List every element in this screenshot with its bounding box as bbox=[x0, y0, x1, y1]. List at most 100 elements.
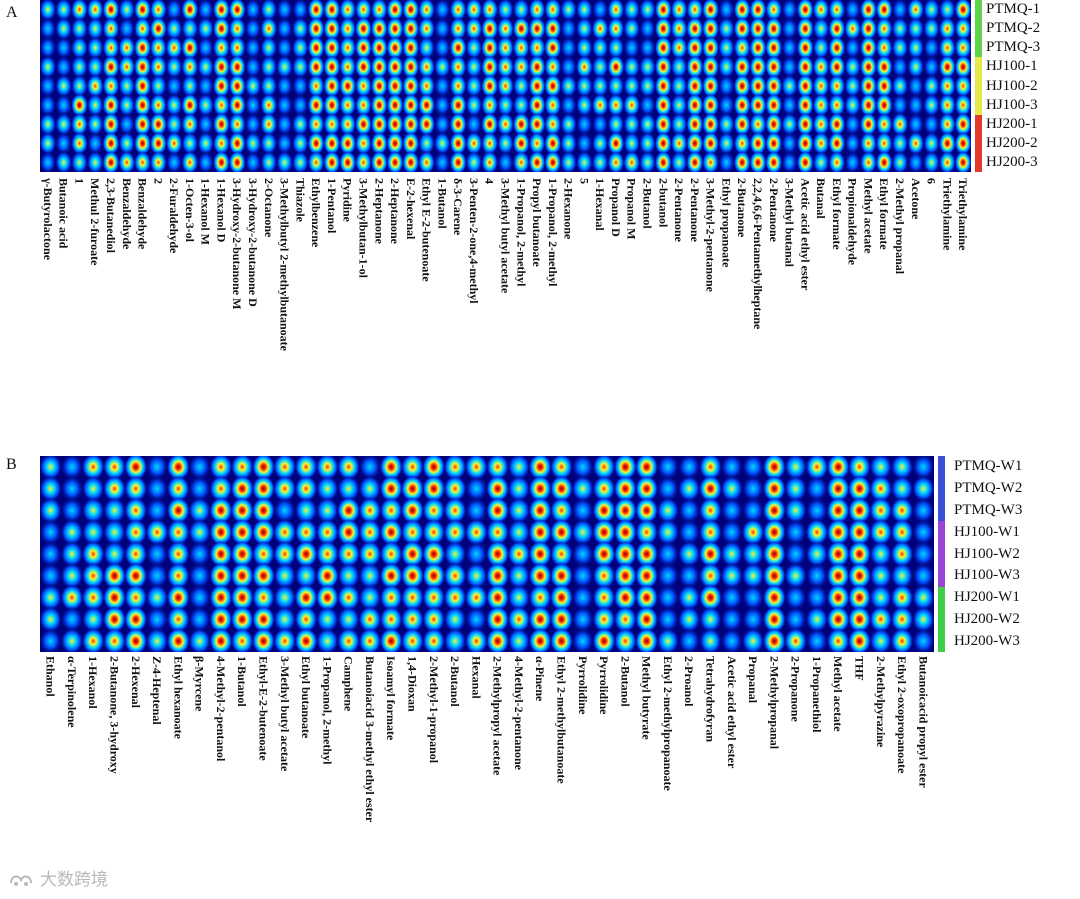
heatmap-spot bbox=[244, 112, 262, 137]
heatmap-spot bbox=[512, 55, 530, 79]
heatmap-spot bbox=[559, 35, 578, 60]
heatmap-spot bbox=[698, 475, 723, 503]
heatmap-spot bbox=[228, 55, 246, 79]
heatmap-spot bbox=[187, 605, 212, 633]
heatmap-spot bbox=[733, 150, 751, 172]
heatmap-spot bbox=[607, 0, 625, 22]
heatmap-spot bbox=[891, 55, 909, 79]
group-bar-ptmq bbox=[975, 0, 982, 58]
heatmap-spot bbox=[907, 0, 925, 22]
heatmap-spot bbox=[244, 93, 262, 117]
heatmap-spot bbox=[656, 540, 680, 568]
heatmap-spot bbox=[54, 150, 73, 172]
heatmap-spot bbox=[54, 16, 73, 41]
heatmap-spot bbox=[336, 562, 361, 590]
heatmap-spot bbox=[859, 35, 878, 60]
heatmap-spot bbox=[187, 562, 212, 590]
compound-label: γ-Butyrolactone bbox=[40, 178, 55, 261]
heatmap-spot bbox=[275, 74, 294, 98]
heatmap-spot bbox=[336, 475, 361, 503]
heatmap-spot bbox=[251, 475, 276, 503]
heatmap-spot bbox=[294, 456, 318, 481]
heatmap-spot bbox=[291, 112, 310, 137]
heatmap-spot bbox=[783, 456, 808, 481]
heatmap-spot bbox=[209, 584, 233, 612]
heatmap-spot bbox=[762, 584, 787, 612]
heatmap-spot bbox=[165, 131, 183, 156]
heatmap-spot bbox=[294, 518, 318, 546]
compound-label: Butanal bbox=[814, 178, 829, 219]
heatmap-spot bbox=[465, 0, 483, 22]
heatmap-spot bbox=[891, 0, 909, 22]
heatmap-spot bbox=[869, 627, 893, 652]
heatmap-spot bbox=[654, 93, 672, 117]
heatmap-spot bbox=[592, 605, 616, 633]
heatmap-spot bbox=[826, 475, 850, 503]
heatmap-spot bbox=[783, 475, 808, 503]
heatmap-spot bbox=[847, 496, 872, 524]
heatmap-spot bbox=[701, 112, 720, 137]
heatmap-spot bbox=[54, 93, 73, 117]
heatmap-spot bbox=[230, 475, 254, 503]
compound-label: 2-Pentanone bbox=[687, 178, 702, 242]
heatmap-spot bbox=[449, 131, 467, 156]
heatmap-spot bbox=[70, 55, 89, 79]
heatmap-spot bbox=[354, 55, 373, 79]
heatmap-spot bbox=[60, 518, 84, 546]
heatmap-spot bbox=[512, 112, 530, 137]
compound-label: Isoamyl formate bbox=[384, 656, 399, 741]
heatmap-spot bbox=[805, 584, 829, 612]
heatmap-spot bbox=[60, 540, 84, 568]
heatmap-spot bbox=[433, 150, 452, 172]
row-label: HJ100-2 bbox=[986, 77, 1038, 94]
heatmap-spot bbox=[677, 605, 701, 633]
heatmap-spot bbox=[571, 540, 595, 568]
heatmap-spot bbox=[417, 55, 436, 79]
heatmap-spot bbox=[370, 74, 388, 98]
row-label: HJ200-W3 bbox=[954, 632, 1020, 649]
heatmap-spot bbox=[749, 150, 767, 172]
heatmap-spot bbox=[812, 131, 830, 156]
row-label: HJ100-3 bbox=[986, 96, 1038, 113]
heatmap-spot bbox=[496, 74, 515, 98]
heatmap-spot bbox=[187, 518, 212, 546]
heatmap-spot bbox=[260, 112, 278, 137]
heatmap-spot bbox=[209, 496, 233, 524]
heatmap-spot bbox=[60, 627, 84, 652]
heatmap-spot bbox=[339, 0, 357, 22]
heatmap-spot bbox=[796, 0, 814, 22]
heatmap-spot bbox=[40, 475, 63, 503]
heatmap-spot bbox=[81, 584, 105, 612]
panel-b: B PTMQ-W1 PTMQ-W2 PTMQ-W3 HJ100-W1 HJ100-W2 H… bbox=[0, 452, 1080, 899]
heatmap-spot bbox=[275, 16, 294, 41]
heatmap-spot bbox=[230, 562, 254, 590]
heatmap-spot bbox=[166, 584, 191, 612]
heatmap-spot bbox=[209, 518, 233, 546]
compound-label: 1-Pentanol bbox=[324, 178, 339, 234]
heatmap-spot bbox=[70, 112, 89, 137]
heatmap-spot bbox=[481, 16, 499, 41]
compound-label: 4 bbox=[482, 178, 497, 184]
heatmap-spot bbox=[701, 0, 720, 22]
heatmap-spot bbox=[370, 35, 388, 60]
heatmap-spot bbox=[911, 562, 934, 590]
heatmap-spot bbox=[386, 0, 404, 22]
watermark-text: 大数跨境 bbox=[40, 870, 108, 890]
heatmap-spot bbox=[102, 562, 127, 590]
heatmap-spot bbox=[417, 93, 436, 117]
heatmap-spot bbox=[783, 518, 808, 546]
heatmap-spot bbox=[549, 518, 574, 546]
heatmap-spot bbox=[528, 605, 552, 633]
heatmap-spot bbox=[670, 55, 688, 79]
compound-label: 3-Methyl-2-pentanone bbox=[703, 178, 718, 292]
heatmap-spot bbox=[907, 74, 925, 98]
heatmap-spot bbox=[765, 131, 783, 156]
heatmap-spot bbox=[315, 518, 340, 546]
heatmap-spot bbox=[528, 16, 546, 41]
heatmap-spot bbox=[260, 55, 278, 79]
heatmap-spot bbox=[275, 112, 294, 137]
heatmap-spot bbox=[796, 150, 814, 172]
heatmap-spot bbox=[166, 496, 191, 524]
heatmap-spot bbox=[749, 55, 767, 79]
compound-label: 2-Pentanone bbox=[766, 178, 781, 242]
